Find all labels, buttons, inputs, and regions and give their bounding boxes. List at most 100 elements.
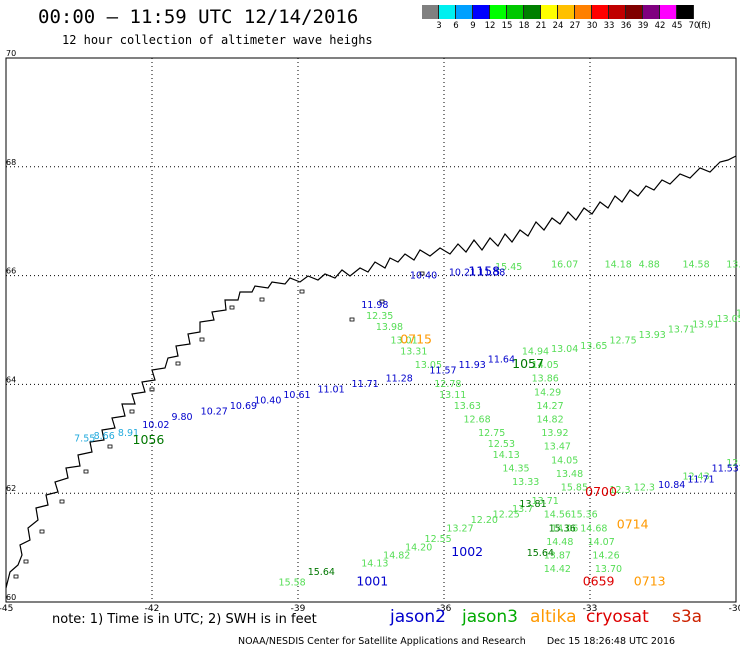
pass-time-label: 0714	[617, 517, 649, 532]
swh-value-label: 15.64	[308, 567, 335, 578]
swh-value-label: 14.06	[551, 523, 578, 534]
legend-label: 36	[620, 21, 632, 31]
swh-value-label: 14.13	[493, 450, 520, 461]
swh-value-label: 14.42	[544, 564, 571, 575]
coastal-island	[107, 444, 113, 449]
swh-value-label: 14.82	[383, 550, 410, 561]
swh-value-label: 14.05	[532, 360, 559, 371]
legend-label: 45	[671, 21, 683, 31]
swh-value-label: 14.29	[534, 387, 561, 398]
swh-value-label: 11.71	[352, 379, 379, 390]
swh-value-label: 13.70	[595, 564, 622, 575]
legend-swatches	[422, 5, 740, 19]
swh-value-label: 14.56	[544, 510, 571, 521]
swh-value-label: 13.91	[692, 319, 719, 330]
swh-value-label: 14.07	[588, 537, 615, 548]
swh-value-label: 14.20	[405, 542, 432, 553]
swh-value-label: 14.26	[592, 550, 619, 561]
swh-value-label: 12.75	[478, 428, 505, 439]
swh-value-label: 9.80	[171, 412, 192, 423]
lon-tick-label: -30	[729, 604, 740, 614]
lon-tick-label: -39	[291, 604, 306, 614]
pass-time-label: 1001	[356, 574, 388, 589]
swh-value-label: 10.40	[410, 270, 437, 281]
lat-tick-label: 62	[6, 484, 16, 493]
pass-time-label: 1057	[512, 356, 544, 371]
coastal-island	[229, 305, 235, 310]
legend-swatch	[439, 5, 456, 19]
swh-value-label: 13.01	[390, 336, 417, 347]
swh-value-label: 13.05	[717, 314, 740, 325]
legend-swatch	[456, 5, 473, 19]
pass-time-label: 0700	[585, 484, 617, 499]
lat-tick-label: 66	[6, 267, 16, 276]
swh-value-label: 16.07	[551, 259, 578, 270]
swh-value-label: 13.65	[580, 341, 607, 352]
swh-value-label: 10.69	[230, 401, 257, 412]
color-legend: 3 6 9 12 15 18 21 24 27 30 33 36 39 42 45 70 (ft)	[422, 5, 740, 31]
swh-value-label: 13.86	[532, 374, 559, 385]
swh-value-label: 11.93	[459, 360, 486, 371]
pass-time-label: 1056	[133, 432, 165, 447]
legend-label: 24	[552, 21, 564, 31]
swh-value-label: 14.27	[536, 401, 563, 412]
swh-value-label: 11.53	[712, 463, 739, 474]
swh-value-label: 13.71	[532, 496, 559, 507]
swh-value-label: 14.94	[522, 346, 549, 357]
pass-time-label: 1158	[468, 264, 500, 279]
swh-value-label: 15.45	[495, 262, 522, 273]
swh-value-label: 12.25	[493, 510, 520, 521]
swh-value-label: 11.98	[361, 300, 388, 311]
credit-line: NOAA/NESDIS Center for Satellite Applica…	[238, 636, 676, 647]
swh-value-label: 4.88	[639, 259, 660, 270]
swh-value-label: 11.28	[386, 374, 413, 385]
swh-value-label: 15.64	[527, 548, 554, 559]
legend-label: 21	[535, 21, 547, 31]
swh-value-label: 14.58	[682, 259, 709, 270]
legend-unit: (ft)	[698, 21, 711, 31]
legend-swatch	[609, 5, 626, 19]
lon-tick-label: -36	[437, 604, 452, 614]
lat-tick-label: 68	[6, 158, 16, 167]
footer-note: note: 1) Time is in UTC; 2) SWH is in fe…	[52, 612, 317, 627]
swh-value-label: 12.35	[366, 311, 393, 322]
swh-value-label: 12.43	[682, 472, 709, 483]
satellite-name: jason3	[462, 607, 518, 627]
coastal-island	[175, 361, 181, 366]
swh-value-label: 13.81	[726, 259, 740, 270]
swh-value-label: 10.21	[449, 268, 476, 279]
swh-value-label: 14.18	[605, 259, 632, 270]
swh-value-label: 13.7	[512, 504, 533, 515]
legend-label: 18	[518, 21, 530, 31]
map-subtitle: 12 hour collection of altimeter wave hei…	[62, 33, 373, 47]
pass-time-label: 0713	[634, 574, 666, 589]
coastal-island	[83, 469, 89, 474]
swh-value-label: 12.53	[488, 439, 515, 450]
swh-value-label: 13.81	[519, 499, 546, 510]
legend-swatch	[575, 5, 592, 19]
coastal-island	[199, 337, 205, 342]
swh-value-label: 11.64	[488, 355, 515, 366]
legend-labels: 3 6 9 12 15 18 21 24 27 30 33 36 39 42 45 70 (ft)	[422, 19, 740, 31]
swh-value-label: 14.42	[736, 308, 740, 319]
pass-time-label: 0715	[400, 332, 432, 347]
swh-value-label: 13.04	[551, 344, 578, 355]
swh-value-label: 10.40	[254, 395, 281, 406]
swh-value-label: 14.35	[502, 463, 529, 474]
swh-value-label: 15.36	[549, 523, 576, 534]
swh-value-label: 12.55	[425, 534, 452, 545]
swh-value-label: 12.68	[463, 414, 490, 425]
swh-value-label: 13.93	[639, 330, 666, 341]
map-title: 00:00 – 11:59 UTC 12/14/2016	[38, 6, 359, 28]
swh-value-label: 13.98	[376, 322, 403, 333]
swh-value-label: 13.27	[446, 523, 473, 534]
swh-value-label: 13.33	[512, 477, 539, 488]
swh-value-label: 15.36	[571, 510, 598, 521]
greenland-coastline	[5, 155, 737, 589]
legend-swatch	[643, 5, 660, 19]
pass-time-label: 1002	[451, 544, 483, 559]
lon-tick-label: -33	[583, 604, 598, 614]
swh-value-label: 14.82	[536, 414, 563, 425]
satellite-name: cryosat	[586, 607, 649, 627]
